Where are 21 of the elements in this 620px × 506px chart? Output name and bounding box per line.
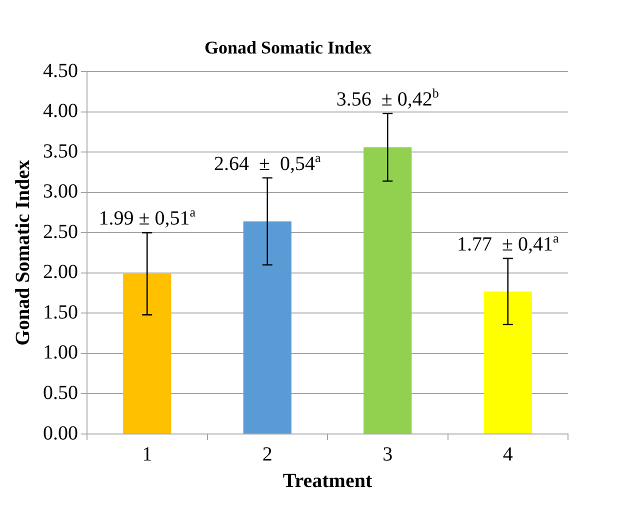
bar <box>123 274 172 434</box>
y-tick-label: 4.00 <box>43 100 78 122</box>
y-tick-label: 3.00 <box>43 180 78 203</box>
y-axis-title: Gonad Somatic Index <box>12 160 34 346</box>
y-tick-label: 0.00 <box>43 422 78 444</box>
y-tick-label: 1.00 <box>43 342 78 364</box>
x-tick-label: 2 <box>262 443 272 466</box>
bar <box>243 221 292 434</box>
y-tick-label: 3.50 <box>43 140 78 162</box>
y-tick-label: 2.50 <box>43 220 78 243</box>
x-tick-label: 4 <box>502 443 513 466</box>
y-tick-label: 0.50 <box>43 382 78 404</box>
chart-title: Gonad Somatic Index <box>204 37 372 58</box>
x-axis-title: Treatment <box>282 470 372 492</box>
y-tick-label: 2.00 <box>43 261 78 284</box>
y-tick-label: 4.50 <box>43 60 78 82</box>
bar <box>364 147 412 434</box>
y-tick-label: 1.50 <box>43 301 78 324</box>
x-tick-label: 3 <box>382 443 393 466</box>
x-tick-label: 1 <box>142 443 152 466</box>
bar <box>484 291 532 434</box>
